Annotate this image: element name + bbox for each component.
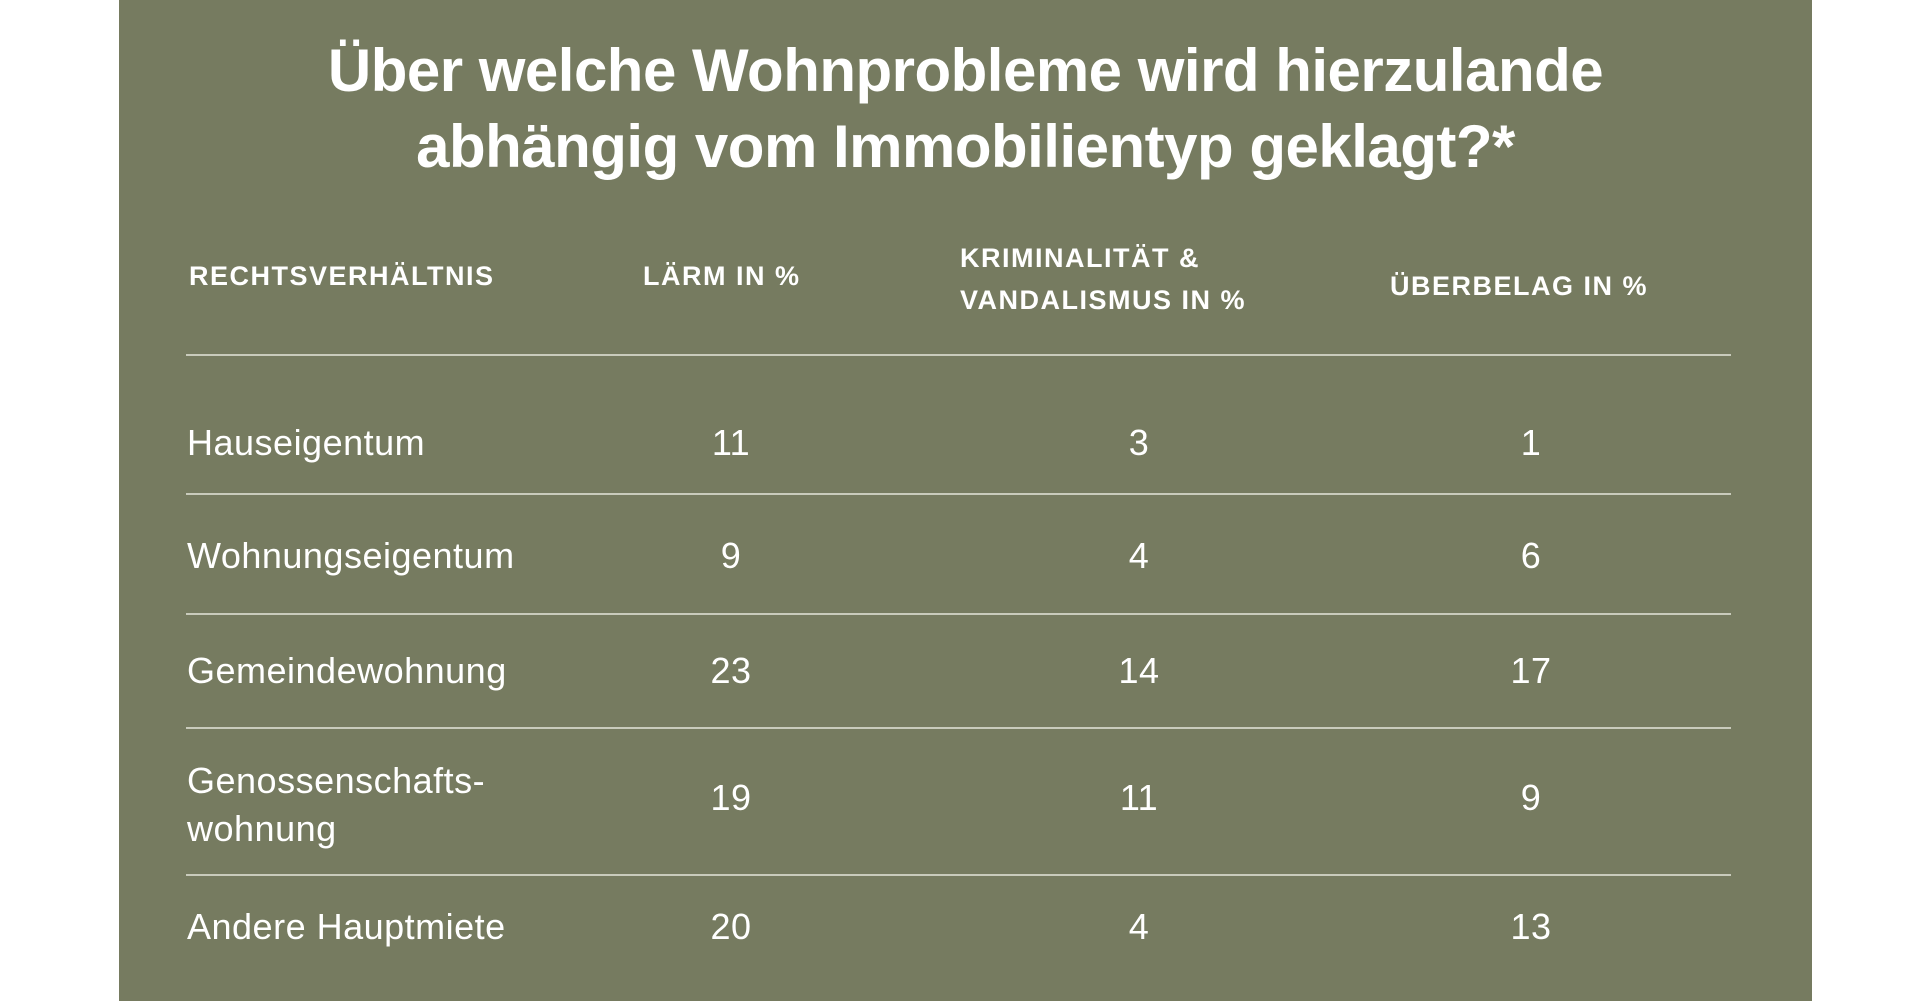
table-value: 9 [720, 535, 742, 576]
row-rule [186, 493, 1731, 495]
column-header: LÄRM IN % [643, 261, 801, 291]
table-value: 11 [711, 422, 751, 463]
row-label: Andere Hauptmiete [187, 906, 506, 947]
table-value: 11 [1119, 777, 1159, 818]
table-value: 19 [710, 777, 752, 818]
table-value: 20 [710, 906, 752, 947]
table-value: 17 [1510, 650, 1552, 691]
title-line: abhängig vom Immobilientyp geklagt?* [416, 113, 1515, 180]
table-value: 1 [1520, 422, 1542, 463]
header-rule [186, 354, 1731, 356]
infographic-panel: Über welche Wohnprobleme wird hierzuland… [119, 0, 1812, 1001]
row-rule [186, 727, 1731, 729]
column-header: ÜBERBELAG IN % [1390, 271, 1649, 301]
column-header: KRIMINALITÄT & VANDALISMUS IN % [960, 243, 1247, 315]
table-value: 23 [710, 650, 752, 691]
row-rule [186, 874, 1731, 876]
table-value: 13 [1510, 906, 1552, 947]
row-label: Hauseigentum [187, 422, 426, 463]
title-line: Über welche Wohnprobleme wird hierzuland… [327, 37, 1604, 104]
column-header: RECHTSVERHÄLTNIS [189, 261, 495, 291]
table-value: 4 [1128, 535, 1150, 576]
table-value: 3 [1128, 422, 1150, 463]
table-value: 4 [1128, 906, 1150, 947]
row-label: Genossenschafts-wohnung [187, 760, 486, 849]
row-rule [186, 613, 1731, 615]
table-value: 14 [1118, 650, 1160, 691]
table-value: 9 [1520, 777, 1542, 818]
row-label: Gemeindewohnung [187, 650, 507, 691]
table-value: 6 [1520, 535, 1542, 576]
row-label: Wohnungseigentum [187, 535, 515, 576]
